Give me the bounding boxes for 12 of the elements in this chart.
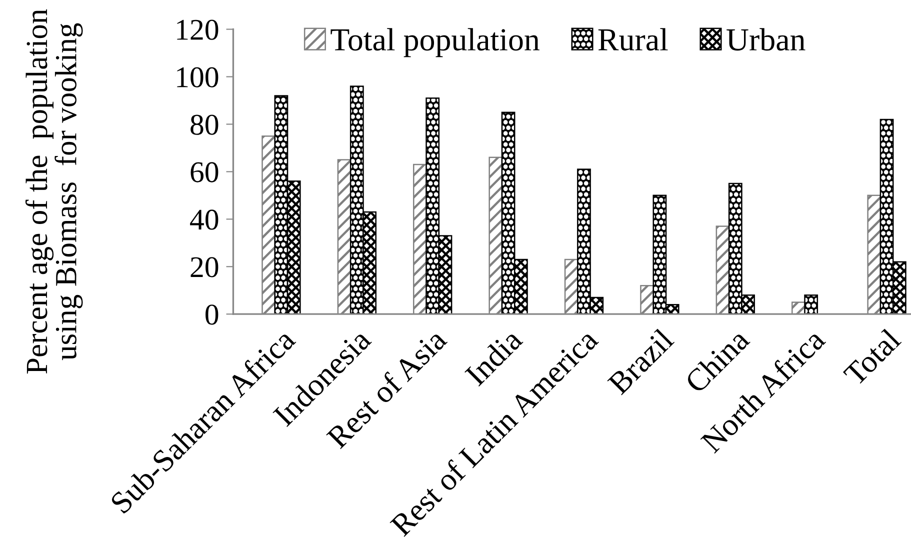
y-axis-title: Percent age of the population using Biomass for vooking	[25, 9, 83, 374]
legend-label: Total population	[330, 28, 540, 58]
y-tick-label: 0	[206, 304, 218, 325]
y-tick-label: 20	[190, 257, 218, 278]
y-tick-label: 40	[190, 210, 218, 230]
legend-label: Urban	[726, 28, 806, 51]
legend-label: Rural	[598, 28, 668, 51]
y-tick-label: 80	[190, 114, 218, 135]
bar	[804, 294, 818, 314]
y-tick-label: 60	[190, 162, 218, 182]
y-tick-label: 100	[177, 67, 218, 88]
y-tick-label: 120	[177, 20, 218, 40]
